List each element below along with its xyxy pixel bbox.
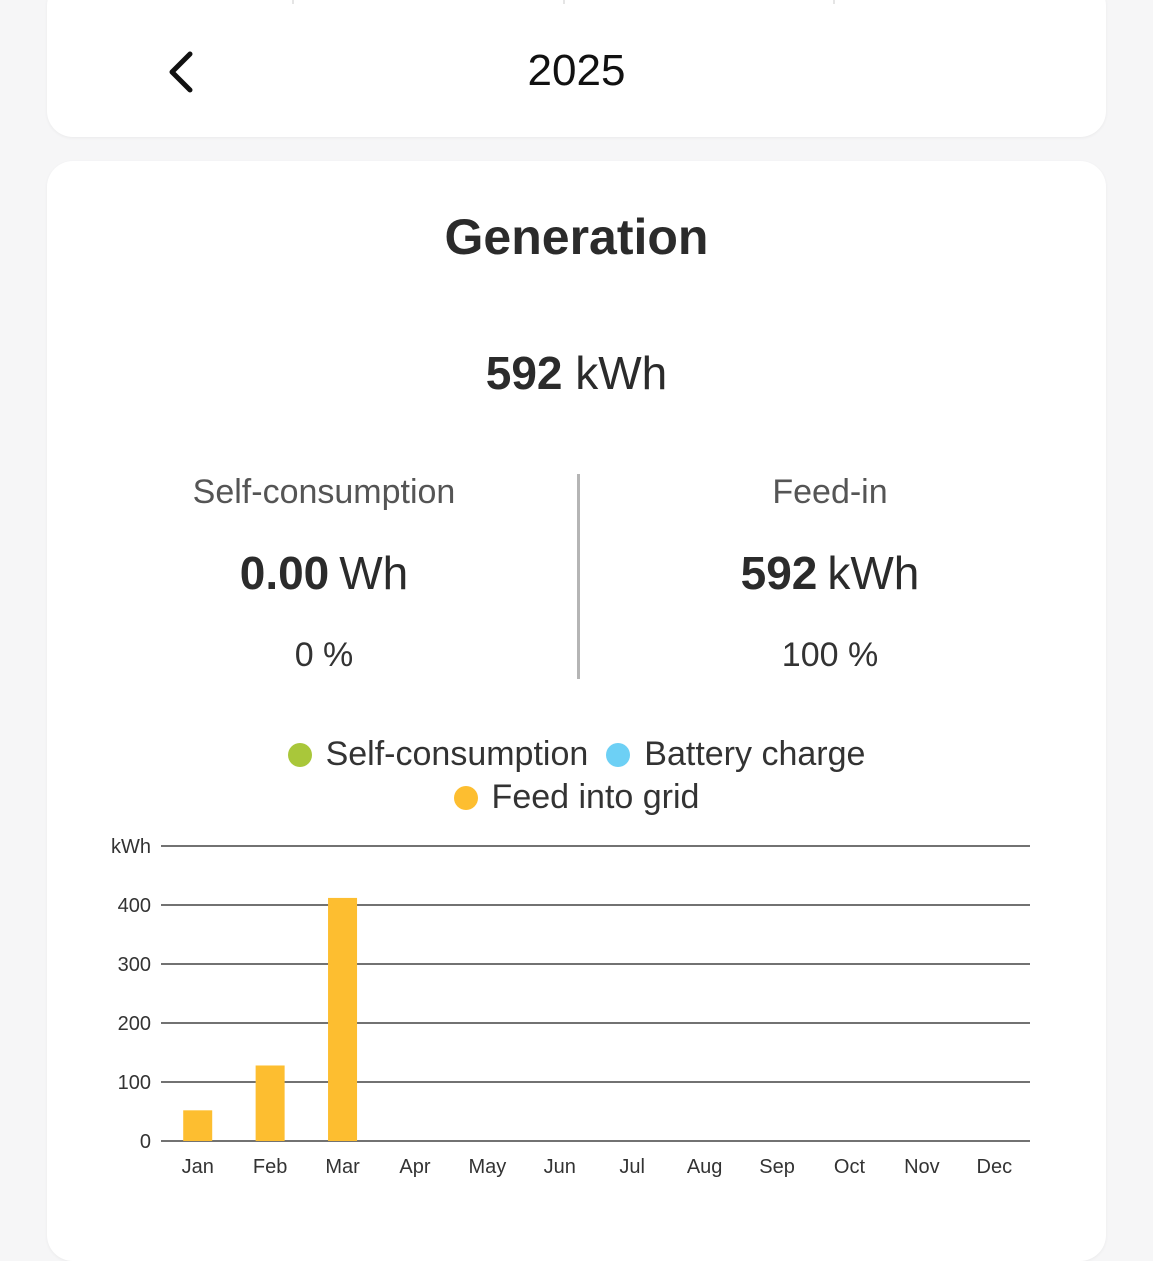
self-consumption-percent: 0 % bbox=[294, 636, 354, 674]
legend-label-battery-charge: Battery charge bbox=[644, 735, 866, 773]
self-consumption-value: 0.00 Wh bbox=[114, 546, 534, 600]
self-consumption-dot-icon bbox=[287, 742, 312, 767]
x-tick-label-jan: Jan bbox=[182, 1156, 214, 1178]
self-consumption-unit: Wh bbox=[339, 547, 409, 599]
generation-card: Generation 592 kWh Self-consumption 0.00… bbox=[47, 161, 1106, 1261]
feed-in-label: Feed-in bbox=[772, 473, 888, 511]
y-axis-unit-label: kWh bbox=[111, 836, 151, 858]
x-tick-label-sep: Sep bbox=[759, 1156, 795, 1178]
chart-legend: Self-consumption Battery charge Feed int… bbox=[47, 733, 1106, 819]
y-tick-label-400: 400 bbox=[118, 895, 151, 917]
chevron-left-icon bbox=[169, 51, 193, 93]
self-consumption-label: Self-consumption bbox=[192, 473, 456, 511]
y-tick-label-200: 200 bbox=[118, 1013, 151, 1035]
x-tick-label-may: May bbox=[468, 1156, 506, 1178]
legend-label-feed-into-grid: Feed into grid bbox=[491, 778, 700, 816]
x-tick-label-jun: Jun bbox=[544, 1156, 576, 1178]
x-tick-label-nov: Nov bbox=[904, 1156, 940, 1178]
self-consumption-number: 0.00 bbox=[239, 547, 330, 599]
feed-in-value: 592 kWh bbox=[620, 546, 1040, 600]
bar-feb bbox=[255, 1065, 285, 1141]
x-tick-label-apr: Apr bbox=[399, 1156, 430, 1178]
year-navigation-card: 2025 bbox=[47, 0, 1106, 137]
x-tick-label-mar: Mar bbox=[325, 1156, 360, 1178]
battery-charge-dot-icon bbox=[606, 742, 631, 767]
summary-divider bbox=[577, 474, 580, 679]
x-tick-label-feb: Feb bbox=[253, 1156, 287, 1178]
feed-into-grid-dot-icon bbox=[453, 785, 478, 810]
x-tick-label-dec: Dec bbox=[977, 1156, 1013, 1178]
back-button[interactable] bbox=[159, 44, 203, 100]
bar-jan bbox=[183, 1110, 213, 1141]
x-tick-label-oct: Oct bbox=[834, 1156, 866, 1178]
y-tick-label-0: 0 bbox=[140, 1131, 151, 1153]
total-value: 592 bbox=[485, 347, 563, 399]
legend-item-battery-charge[interactable]: Battery charge bbox=[606, 733, 865, 776]
monthly-generation-chart: kWh 0 100 200 300 400 Jan Feb Mar Apr May Jun Jul Aug… bbox=[111, 836, 1030, 1178]
self-consumption-summary: Self-consumption 0.00 Wh 0 % bbox=[114, 473, 534, 675]
tab-dividers bbox=[47, 0, 1106, 4]
year-title: 2025 bbox=[527, 46, 626, 95]
feed-in-unit: kWh bbox=[827, 547, 920, 599]
legend-label-self-consumption: Self-consumption bbox=[325, 735, 589, 773]
legend-item-self-consumption[interactable]: Self-consumption bbox=[287, 733, 589, 776]
total-generation: 592 kWh bbox=[47, 346, 1106, 400]
feed-in-percent: 100 % bbox=[781, 636, 879, 674]
x-tick-label-aug: Aug bbox=[687, 1156, 723, 1178]
legend-item-feed-into-grid[interactable]: Feed into grid bbox=[453, 776, 700, 819]
total-unit: kWh bbox=[575, 347, 668, 399]
y-tick-label-100: 100 bbox=[118, 1072, 151, 1094]
feed-in-number: 592 bbox=[740, 547, 818, 599]
bar-mar bbox=[328, 897, 358, 1141]
y-tick-label-300: 300 bbox=[118, 954, 151, 976]
feed-in-summary: Feed-in 592 kWh 100 % bbox=[620, 473, 1040, 675]
card-title: Generation bbox=[444, 209, 709, 265]
x-tick-label-jul: Jul bbox=[619, 1156, 645, 1178]
